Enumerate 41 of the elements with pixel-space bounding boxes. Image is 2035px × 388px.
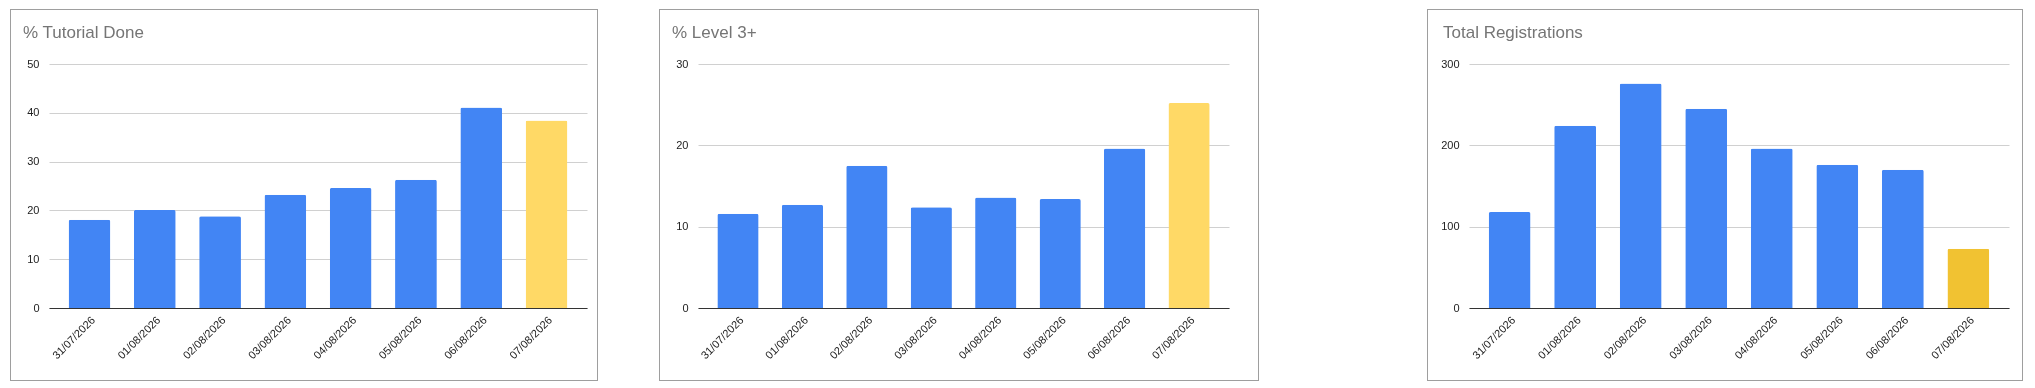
bar	[395, 179, 437, 308]
bar	[199, 216, 241, 308]
bar	[910, 207, 952, 308]
bar	[329, 187, 372, 308]
y-tick-label: 10	[676, 220, 689, 233]
y-tick-label: 0	[1453, 301, 1460, 314]
bar	[717, 213, 759, 308]
bar	[846, 165, 888, 308]
bar	[1554, 125, 1597, 308]
y-tick-label: 100	[1441, 220, 1460, 233]
bar	[1103, 148, 1146, 308]
bar	[781, 204, 824, 308]
bar	[1619, 83, 1662, 308]
y-tick-label: 30	[676, 57, 689, 70]
y-tick-label: 300	[1441, 57, 1460, 70]
bar	[1039, 199, 1081, 308]
bar	[1685, 108, 1728, 308]
y-tick-label: 200	[1441, 138, 1460, 151]
y-tick-label: 10	[27, 252, 40, 265]
y-tick-label: 40	[27, 106, 40, 119]
y-tick-label: 20	[27, 203, 40, 216]
bar	[1168, 103, 1210, 308]
bar	[525, 120, 568, 308]
bar	[1816, 164, 1859, 308]
bar	[460, 107, 503, 308]
y-tick-label: 20	[676, 138, 689, 151]
bar	[1881, 169, 1924, 308]
chart-title: % Tutorial Done	[23, 23, 144, 42]
bar	[1488, 212, 1531, 308]
bar	[68, 219, 111, 308]
bar	[1947, 248, 1990, 308]
y-tick-label: 50	[27, 57, 40, 70]
y-tick-label: 0	[682, 301, 689, 314]
bar	[133, 209, 176, 308]
chart-title: Total Registrations	[1443, 23, 1583, 42]
y-tick-label: 0	[33, 301, 40, 314]
chart-title: % Level 3+	[672, 23, 757, 42]
y-tick-label: 30	[27, 155, 40, 168]
bar	[264, 194, 307, 308]
bar	[975, 197, 1017, 308]
bar	[1750, 148, 1793, 308]
